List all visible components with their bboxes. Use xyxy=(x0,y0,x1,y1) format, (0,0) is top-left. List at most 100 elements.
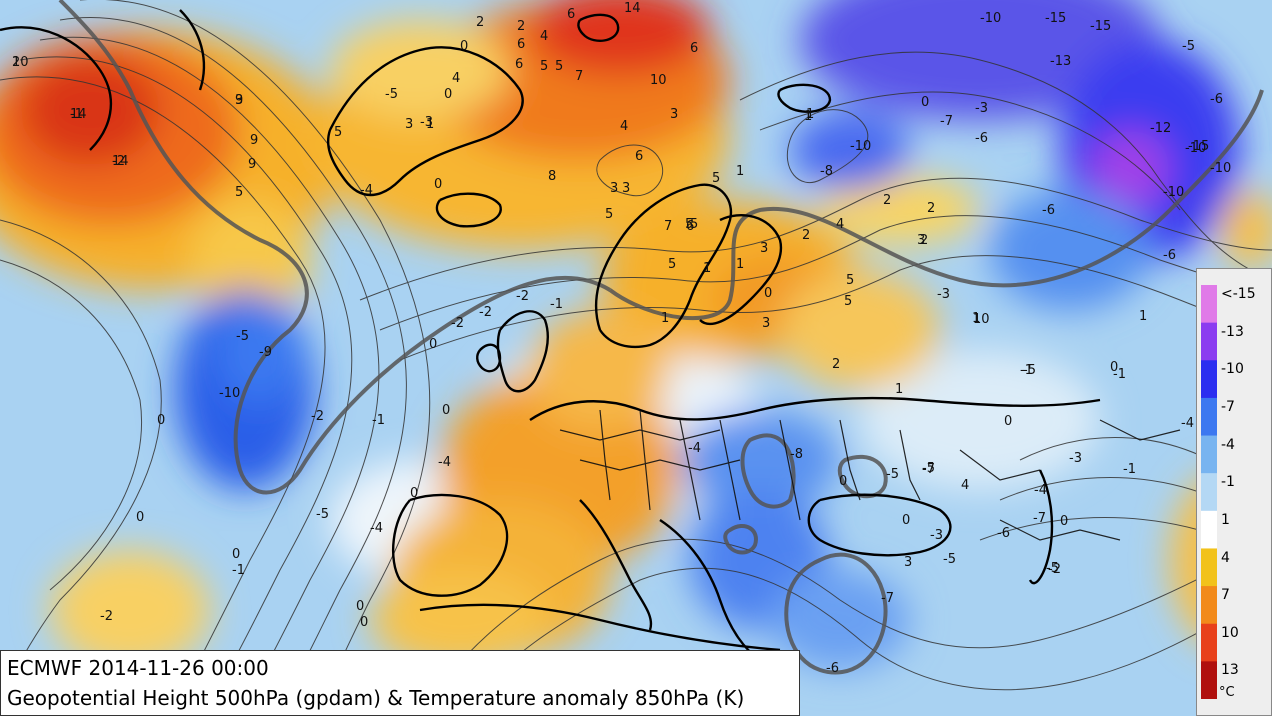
anomaly-value-label: -15 xyxy=(1090,19,1111,34)
caption-subtitle: Geopotential Height 500hPa (gpdam) & Tem… xyxy=(7,686,745,710)
anomaly-value-label: -10 xyxy=(1163,185,1184,200)
legend-swatch xyxy=(1201,397,1217,437)
anomaly-value-label: 0 xyxy=(1110,360,1118,375)
anomaly-value-label: -5 xyxy=(236,329,249,344)
anomaly-value-label: 6 xyxy=(517,37,525,52)
thick-contours xyxy=(58,0,1264,675)
anomaly-value-label: 5 xyxy=(712,171,720,186)
anomaly-value-label: -7 xyxy=(922,462,935,477)
anomaly-value-label: -7 xyxy=(1033,511,1046,526)
anomaly-value-label: -2 xyxy=(311,409,324,424)
anomaly-value-label: 7 xyxy=(575,69,583,84)
legend-tick-label: 4 xyxy=(1221,549,1230,566)
anomaly-value-label: 3 xyxy=(622,181,630,196)
anomaly-value-label: -5 xyxy=(1046,561,1059,576)
legend-tick-label: -13 xyxy=(1221,323,1244,340)
anomaly-value-label: 0 xyxy=(764,286,772,301)
anomaly-value-label: 0 xyxy=(839,474,847,489)
anomaly-value-label: -10 xyxy=(1210,161,1231,176)
anomaly-value-label: 0 xyxy=(429,337,437,352)
legend-tick-label: -1 xyxy=(1221,474,1235,491)
anomaly-value-label: 0 xyxy=(356,599,364,614)
anomaly-value-label: 3 xyxy=(670,107,678,122)
anomaly-value-label: 0 xyxy=(136,510,144,525)
color-legend: <-15 -13 -10 -7 -4 -1 1 4 7 10 13 °C xyxy=(1196,268,1272,716)
anomaly-value-label: 9 xyxy=(248,157,256,172)
anomaly-value-label: -6 xyxy=(1210,92,1223,107)
legend-swatch xyxy=(1201,510,1217,550)
anomaly-value-label: 1 xyxy=(736,257,744,272)
anomaly-value-label: 4 xyxy=(961,478,969,493)
anomaly-value-label: 5 xyxy=(846,273,854,288)
anomaly-value-label: -4 xyxy=(438,455,451,470)
anomaly-value-label: 3 xyxy=(760,241,768,256)
anomaly-value-label: 2 xyxy=(12,55,20,70)
legend-unit: °C xyxy=(1219,685,1235,700)
anomaly-value-label: -7 xyxy=(881,591,894,606)
anomaly-value-label: 6 xyxy=(635,149,643,164)
anomaly-value-label: -3 xyxy=(1069,451,1082,466)
anomaly-value-label: 2 xyxy=(927,201,935,216)
anomaly-value-label: 3 xyxy=(610,181,618,196)
anomaly-value-label: -7 xyxy=(940,114,953,129)
anomaly-value-label: -5 xyxy=(316,507,329,522)
anomaly-value-label: 5 xyxy=(668,257,676,272)
anomaly-value-label: 1 xyxy=(426,117,434,132)
anomaly-value-label: 14 xyxy=(70,107,87,122)
legend-colorbar xyxy=(1201,285,1217,699)
legend-tick-label: <-15 xyxy=(1221,286,1256,302)
anomaly-value-label: -10 xyxy=(219,386,240,401)
anomaly-value-label: -9 xyxy=(259,345,272,360)
anomaly-value-label: 0 xyxy=(232,547,240,562)
legend-swatch xyxy=(1201,285,1217,324)
anomaly-value-label: 4 xyxy=(452,71,460,86)
anomaly-value-label: -5 xyxy=(385,87,398,102)
anomaly-value-label: -2 xyxy=(451,316,464,331)
anomaly-value-label: -8 xyxy=(820,164,833,179)
legend-tick-label: -4 xyxy=(1221,436,1235,453)
anomaly-value-label: 3 xyxy=(762,316,770,331)
anomaly-value-label: -1 xyxy=(1020,363,1033,378)
anomaly-value-label: -1 xyxy=(232,563,245,578)
anomaly-value-label: -4 xyxy=(688,441,701,456)
legend-swatch xyxy=(1201,473,1217,512)
anomaly-value-label: 1 xyxy=(804,109,812,124)
anomaly-value-label: 1 xyxy=(806,107,814,122)
anomaly-value-label: 0 xyxy=(157,413,165,428)
anomaly-value-label: 1 xyxy=(703,261,711,276)
anomaly-value-label: 0 xyxy=(360,615,368,630)
anomaly-value-label: -6 xyxy=(1163,248,1176,263)
anomaly-value-label: 10 xyxy=(973,312,990,327)
anomaly-value-label: 2 xyxy=(920,233,928,248)
legend-swatch xyxy=(1201,435,1217,474)
anomaly-value-label: -6 xyxy=(997,526,1010,541)
anomaly-value-label: -1 xyxy=(70,107,83,122)
anomaly-value-label: 6 xyxy=(686,219,694,234)
legend-tick-label: -10 xyxy=(1221,361,1244,378)
anomaly-value-label: -4 xyxy=(370,521,383,536)
anomaly-value-label: 5 xyxy=(555,59,563,74)
anomaly-value-label: 5 xyxy=(690,217,698,232)
anomaly-value-label: 3 xyxy=(235,93,243,108)
anomaly-value-label: 0 xyxy=(1060,514,1068,529)
anomaly-value-label: -5 xyxy=(1182,39,1195,54)
legend-swatch xyxy=(1201,548,1217,587)
anomaly-value-label: -3 xyxy=(937,287,950,302)
anomaly-value-label: 0 xyxy=(902,513,910,528)
anomaly-value-label: 1 xyxy=(736,164,744,179)
anomaly-value-label: 0 xyxy=(434,177,442,192)
anomaly-value-label: 0 xyxy=(410,486,418,501)
legend-swatch xyxy=(1201,360,1217,399)
anomaly-value-label: 14 xyxy=(624,1,641,16)
anomaly-value-label: 1 xyxy=(661,311,669,326)
anomaly-value-label: 2 xyxy=(476,15,484,30)
anomaly-value-label: 1 xyxy=(972,311,980,326)
anomaly-value-label: -2 xyxy=(516,289,529,304)
anomaly-value-label: 5 xyxy=(334,125,342,140)
anomaly-value-label: 5 xyxy=(685,217,693,232)
legend-tick-label: 13 xyxy=(1221,662,1239,679)
anomaly-value-label: -2 xyxy=(479,305,492,320)
anomaly-value-label: 9 xyxy=(250,133,258,148)
